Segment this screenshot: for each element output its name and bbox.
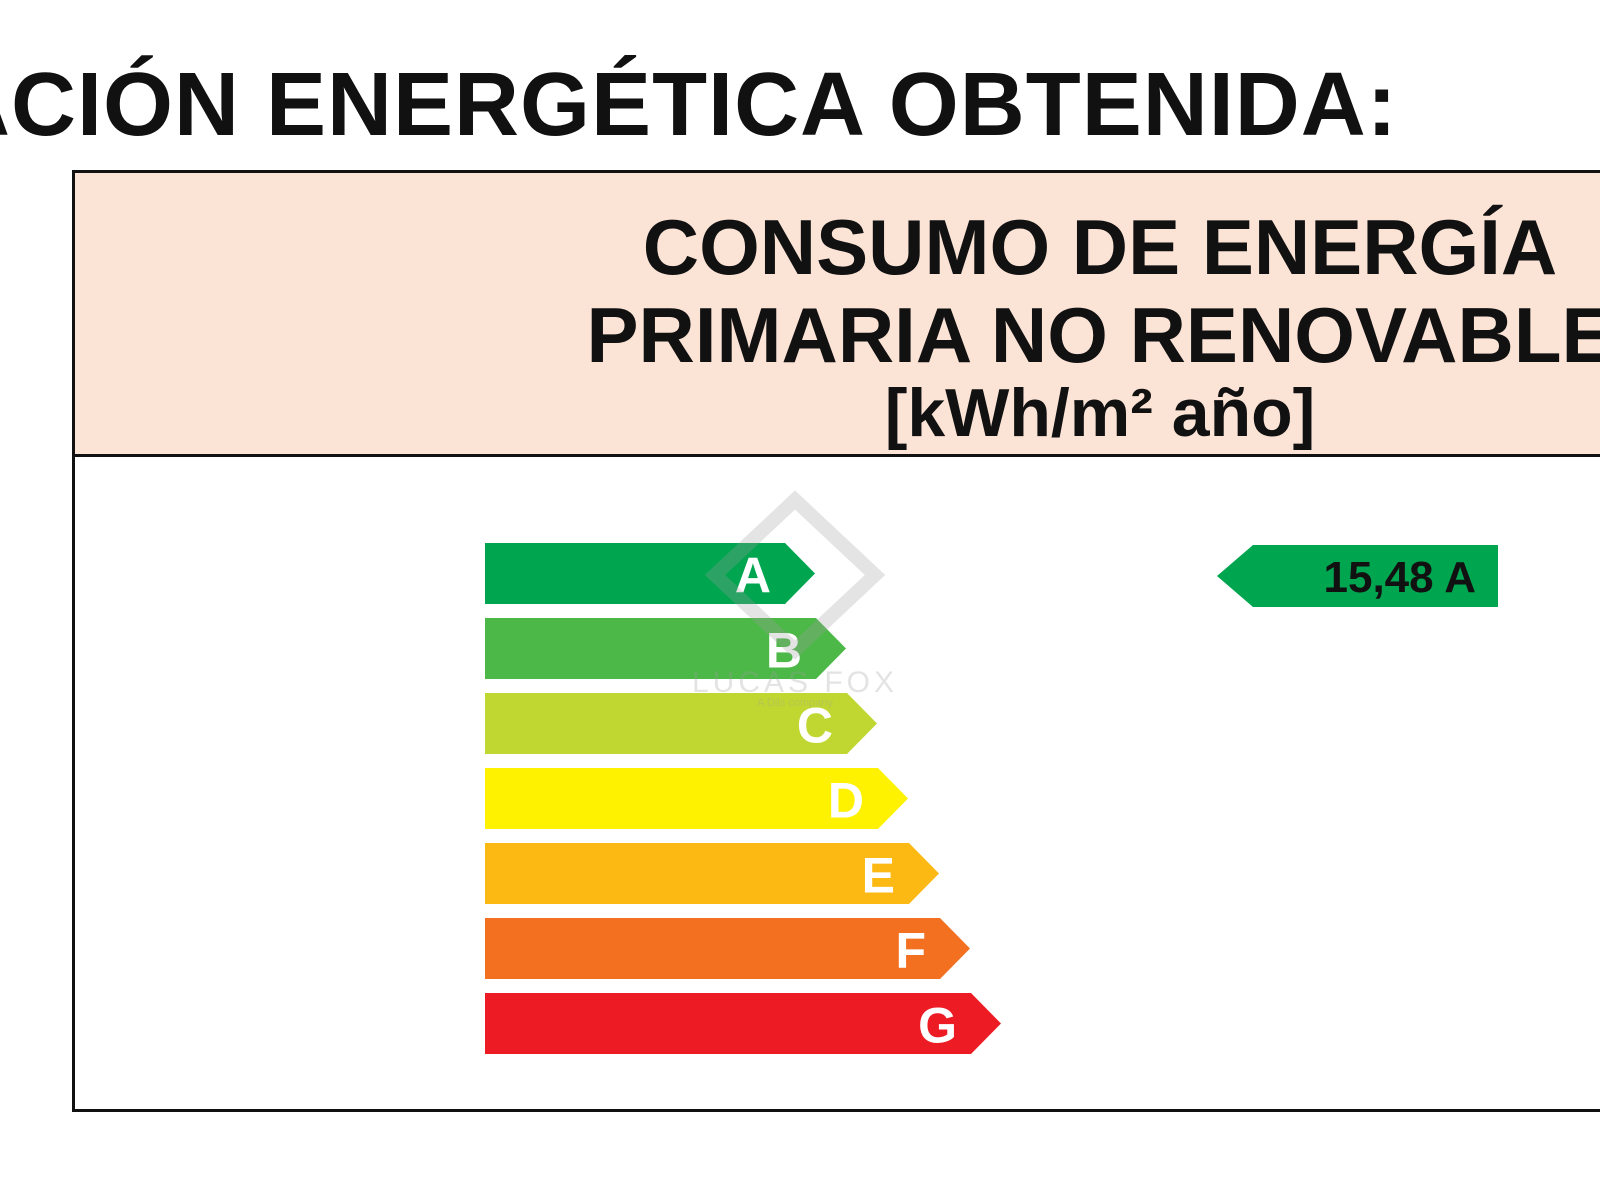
page-heading: ACIÓN ENERGÉTICA OBTENIDA: [0, 55, 1398, 155]
panel-title-line-2: PRIMARIA NO RENOVABLE [586, 291, 1600, 379]
energy-class-bar [485, 543, 815, 604]
watermark-diamond [704, 490, 886, 660]
energy-class-letter: F [895, 923, 926, 979]
energy-class-b: B [485, 618, 846, 679]
watermark-tagline: A Dils company [757, 697, 833, 709]
energy-class-d: D [485, 768, 908, 829]
energy-class-g: G [485, 993, 1001, 1054]
energy-class-letter: E [862, 848, 895, 904]
energy-class-letter: A [735, 548, 771, 604]
panel-title-line-1: CONSUMO DE ENERGÍA [642, 203, 1558, 291]
energy-class-bar [485, 618, 846, 679]
energy-class-a: A [485, 543, 815, 604]
energy-class-bar [485, 768, 908, 829]
energy-class-f: F [485, 918, 970, 979]
energy-class-bar [485, 693, 877, 754]
watermark-brand: LUCAS FOX [692, 666, 898, 699]
rating-arrow [1217, 545, 1498, 607]
panel-title: CONSUMO DE ENERGÍA PRIMARIA NO RENOVABLE [475, 203, 1600, 379]
energy-class-bar [485, 918, 970, 979]
rating-label: 15,48 A [1324, 553, 1476, 602]
energy-class-letter: G [918, 998, 957, 1054]
panel-unit: [kWh/m² año] [884, 375, 1316, 451]
energy-class-bar [485, 993, 1001, 1054]
energy-class-e: E [485, 843, 939, 904]
rating-indicator: 15,48 A [1217, 545, 1498, 607]
energy-class-bar [485, 843, 939, 904]
panel-header: CONSUMO DE ENERGÍA PRIMARIA NO RENOVABLE… [75, 173, 1600, 457]
energy-class-letter: B [766, 623, 802, 679]
energy-class-letter: D [828, 773, 864, 829]
energy-class-letter: C [797, 698, 833, 754]
energy-class-c: C [485, 693, 877, 754]
